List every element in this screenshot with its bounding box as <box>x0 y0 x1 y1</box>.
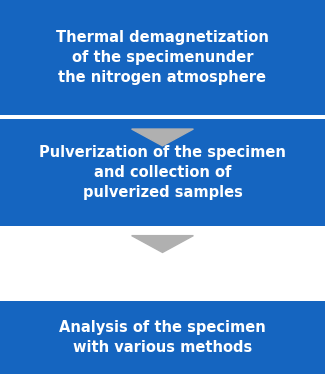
Bar <box>0 301 325 374</box>
Polygon shape <box>132 129 193 146</box>
Polygon shape <box>132 236 193 252</box>
Text: Analysis of the specimen
with various methods: Analysis of the specimen with various me… <box>59 320 266 355</box>
Text: Pulverization of the specimen
and collection of
pulverized samples: Pulverization of the specimen and collec… <box>39 144 286 200</box>
Bar <box>0 0 325 115</box>
Text: Thermal demagnetization
of the specimenunder
the nitrogen atmosphere: Thermal demagnetization of the specimenu… <box>56 30 269 86</box>
Bar <box>0 119 325 226</box>
